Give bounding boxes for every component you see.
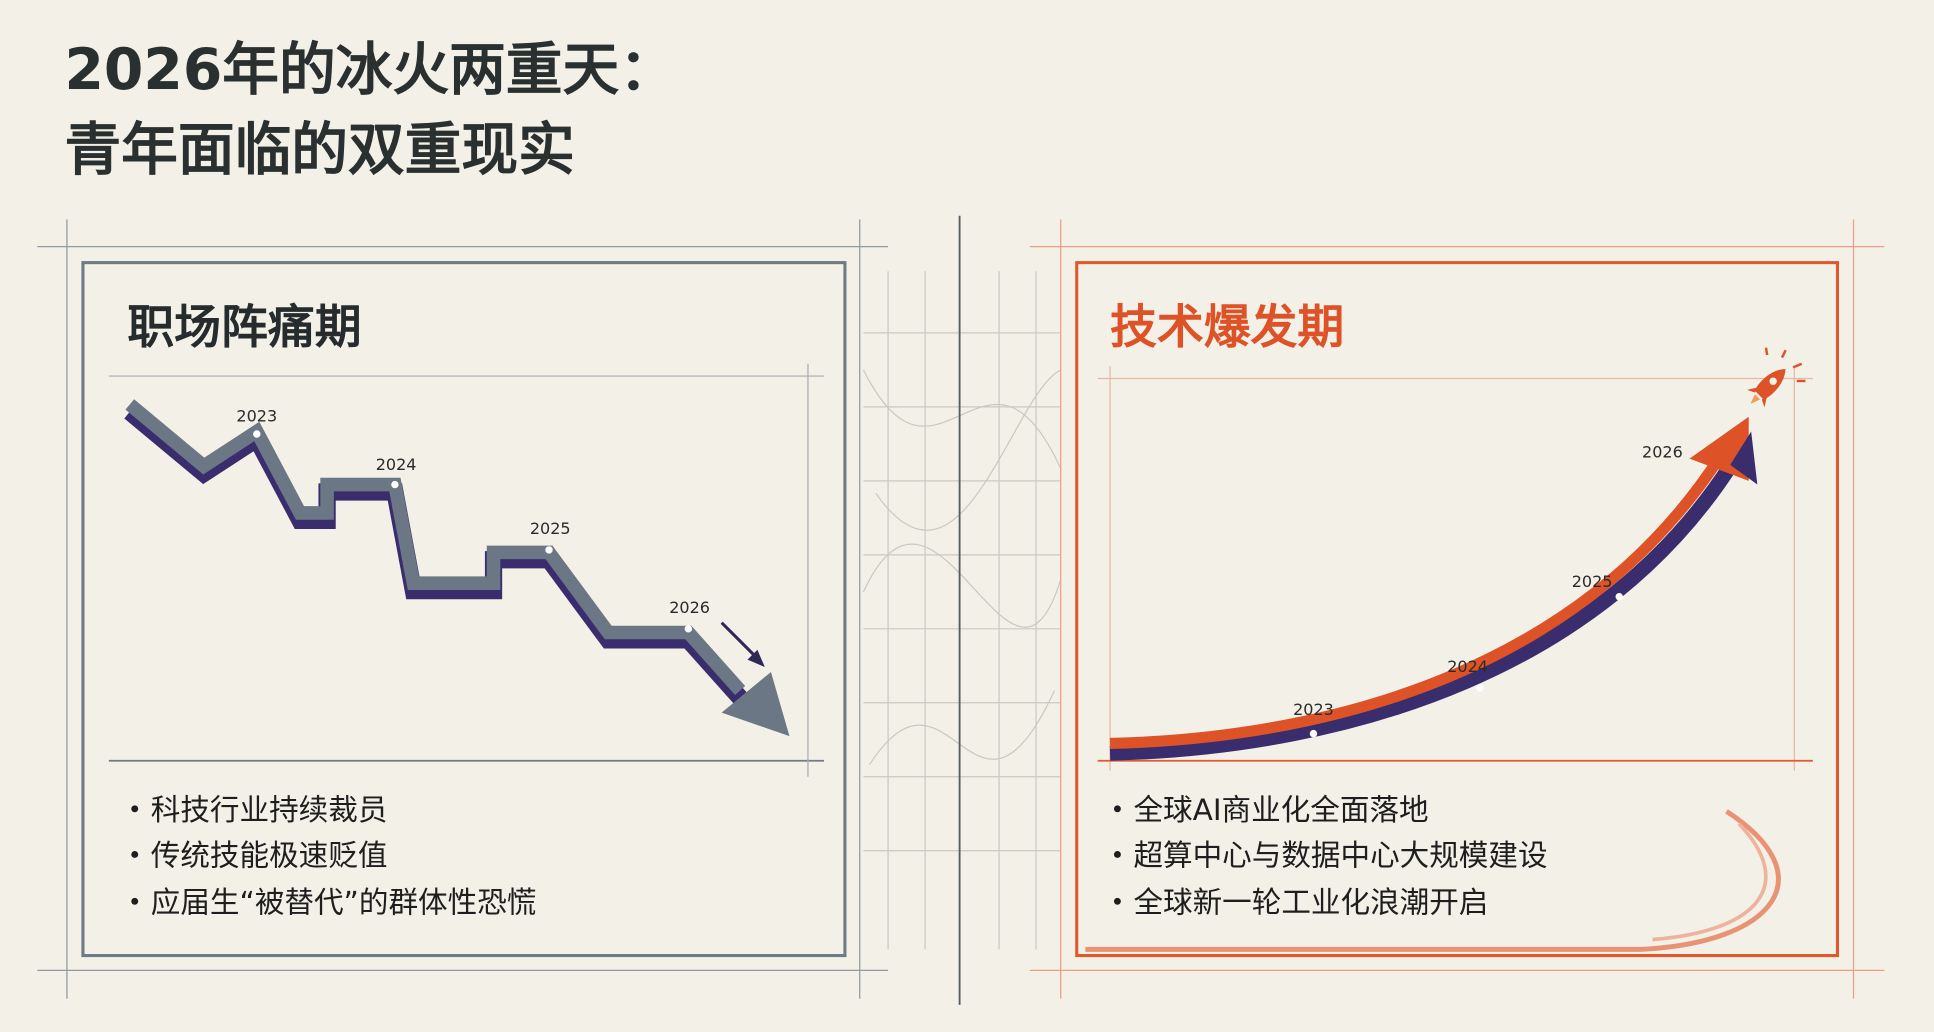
bullet: 全球新一轮工业化浪潮开启: [1133, 885, 1488, 919]
decline-line: [124, 399, 790, 737]
bullet: 应届生“被替代”的群体性恐慌: [151, 885, 537, 919]
year-label: 2026: [1642, 442, 1683, 461]
panel-title: 职场阵痛期: [127, 301, 361, 355]
bullet: 传统技能极速贬值: [151, 839, 388, 873]
bullet: 全球AI商业化全面落地: [1133, 793, 1428, 827]
bullet: 超算中心与数据中心大规模建设: [1133, 839, 1547, 873]
year-label: 2024: [1447, 657, 1488, 676]
bullet-list: 全球AI商业化全面落地 超算中心与数据中心大规模建设 全球新一轮工业化浪潮开启: [1113, 793, 1548, 919]
title-line: 2026年的冰火两重天：: [64, 37, 675, 103]
title-line: 青年面临的双重现实: [64, 117, 574, 183]
panel-title: 技术爆发期: [1110, 301, 1344, 355]
year-label: 2023: [236, 407, 277, 426]
right-frame: [1029, 219, 1885, 999]
year-label: 2025: [530, 519, 571, 538]
rocket-sparks: [1764, 347, 1806, 383]
bullet: 科技行业持续裁员: [151, 793, 388, 827]
left-frame: [37, 219, 889, 999]
bullet-list: 科技行业持续裁员 传统技能极速贬值 应届生“被替代”的群体性恐慌: [131, 793, 536, 919]
year-label: 2024: [376, 455, 417, 474]
rocket-icon: [1746, 368, 1786, 408]
growth-curve: [1109, 416, 1758, 761]
year-label: 2025: [1572, 572, 1613, 591]
year-label: 2023: [1293, 700, 1334, 719]
year-label: 2026: [669, 598, 710, 617]
sketch-grid: [862, 271, 1062, 950]
